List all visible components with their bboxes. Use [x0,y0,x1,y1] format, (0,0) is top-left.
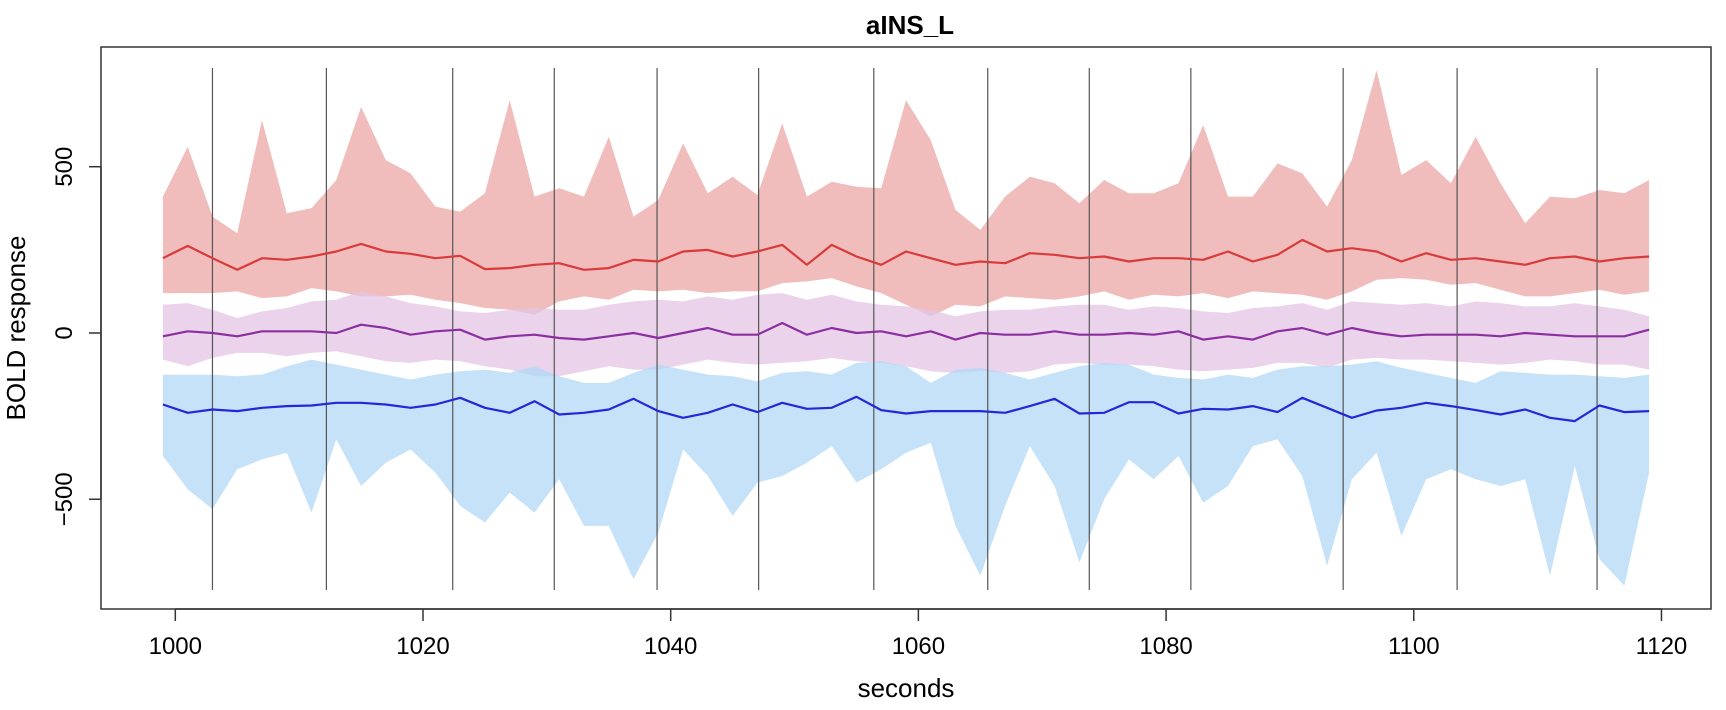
band-series-2 [162,291,1650,377]
band-series-3 [162,359,1650,586]
x-tick-label: 1060 [892,633,945,660]
chart-title: aINS_L [866,10,954,40]
x-tick-label: 1040 [644,633,697,660]
mean-lines [162,238,1650,423]
x-tick-label: 1080 [1139,633,1192,660]
y-tick-label: −500 [51,472,78,526]
y-tick-label: 500 [51,147,78,187]
y-tick-label: 0 [51,326,78,339]
x-axis: 1000 1020 1040 1060 1080 1100 1120 [149,608,1688,660]
event-markers [211,68,1598,590]
x-tick-label: 1100 [1388,633,1440,660]
mean-line-series-2 [162,321,1650,341]
y-axis: 500 0 −500 [51,147,102,526]
mean-line-series-3 [162,395,1650,423]
x-tick-label: 1020 [396,633,449,660]
band-series-1 [162,70,1650,317]
x-tick-label: 1000 [149,633,202,660]
x-tick-label: 1120 [1636,633,1688,660]
mean-line-series-1 [162,238,1650,271]
y-axis-label: BOLD response [1,236,31,421]
x-axis-label: seconds [858,673,955,703]
